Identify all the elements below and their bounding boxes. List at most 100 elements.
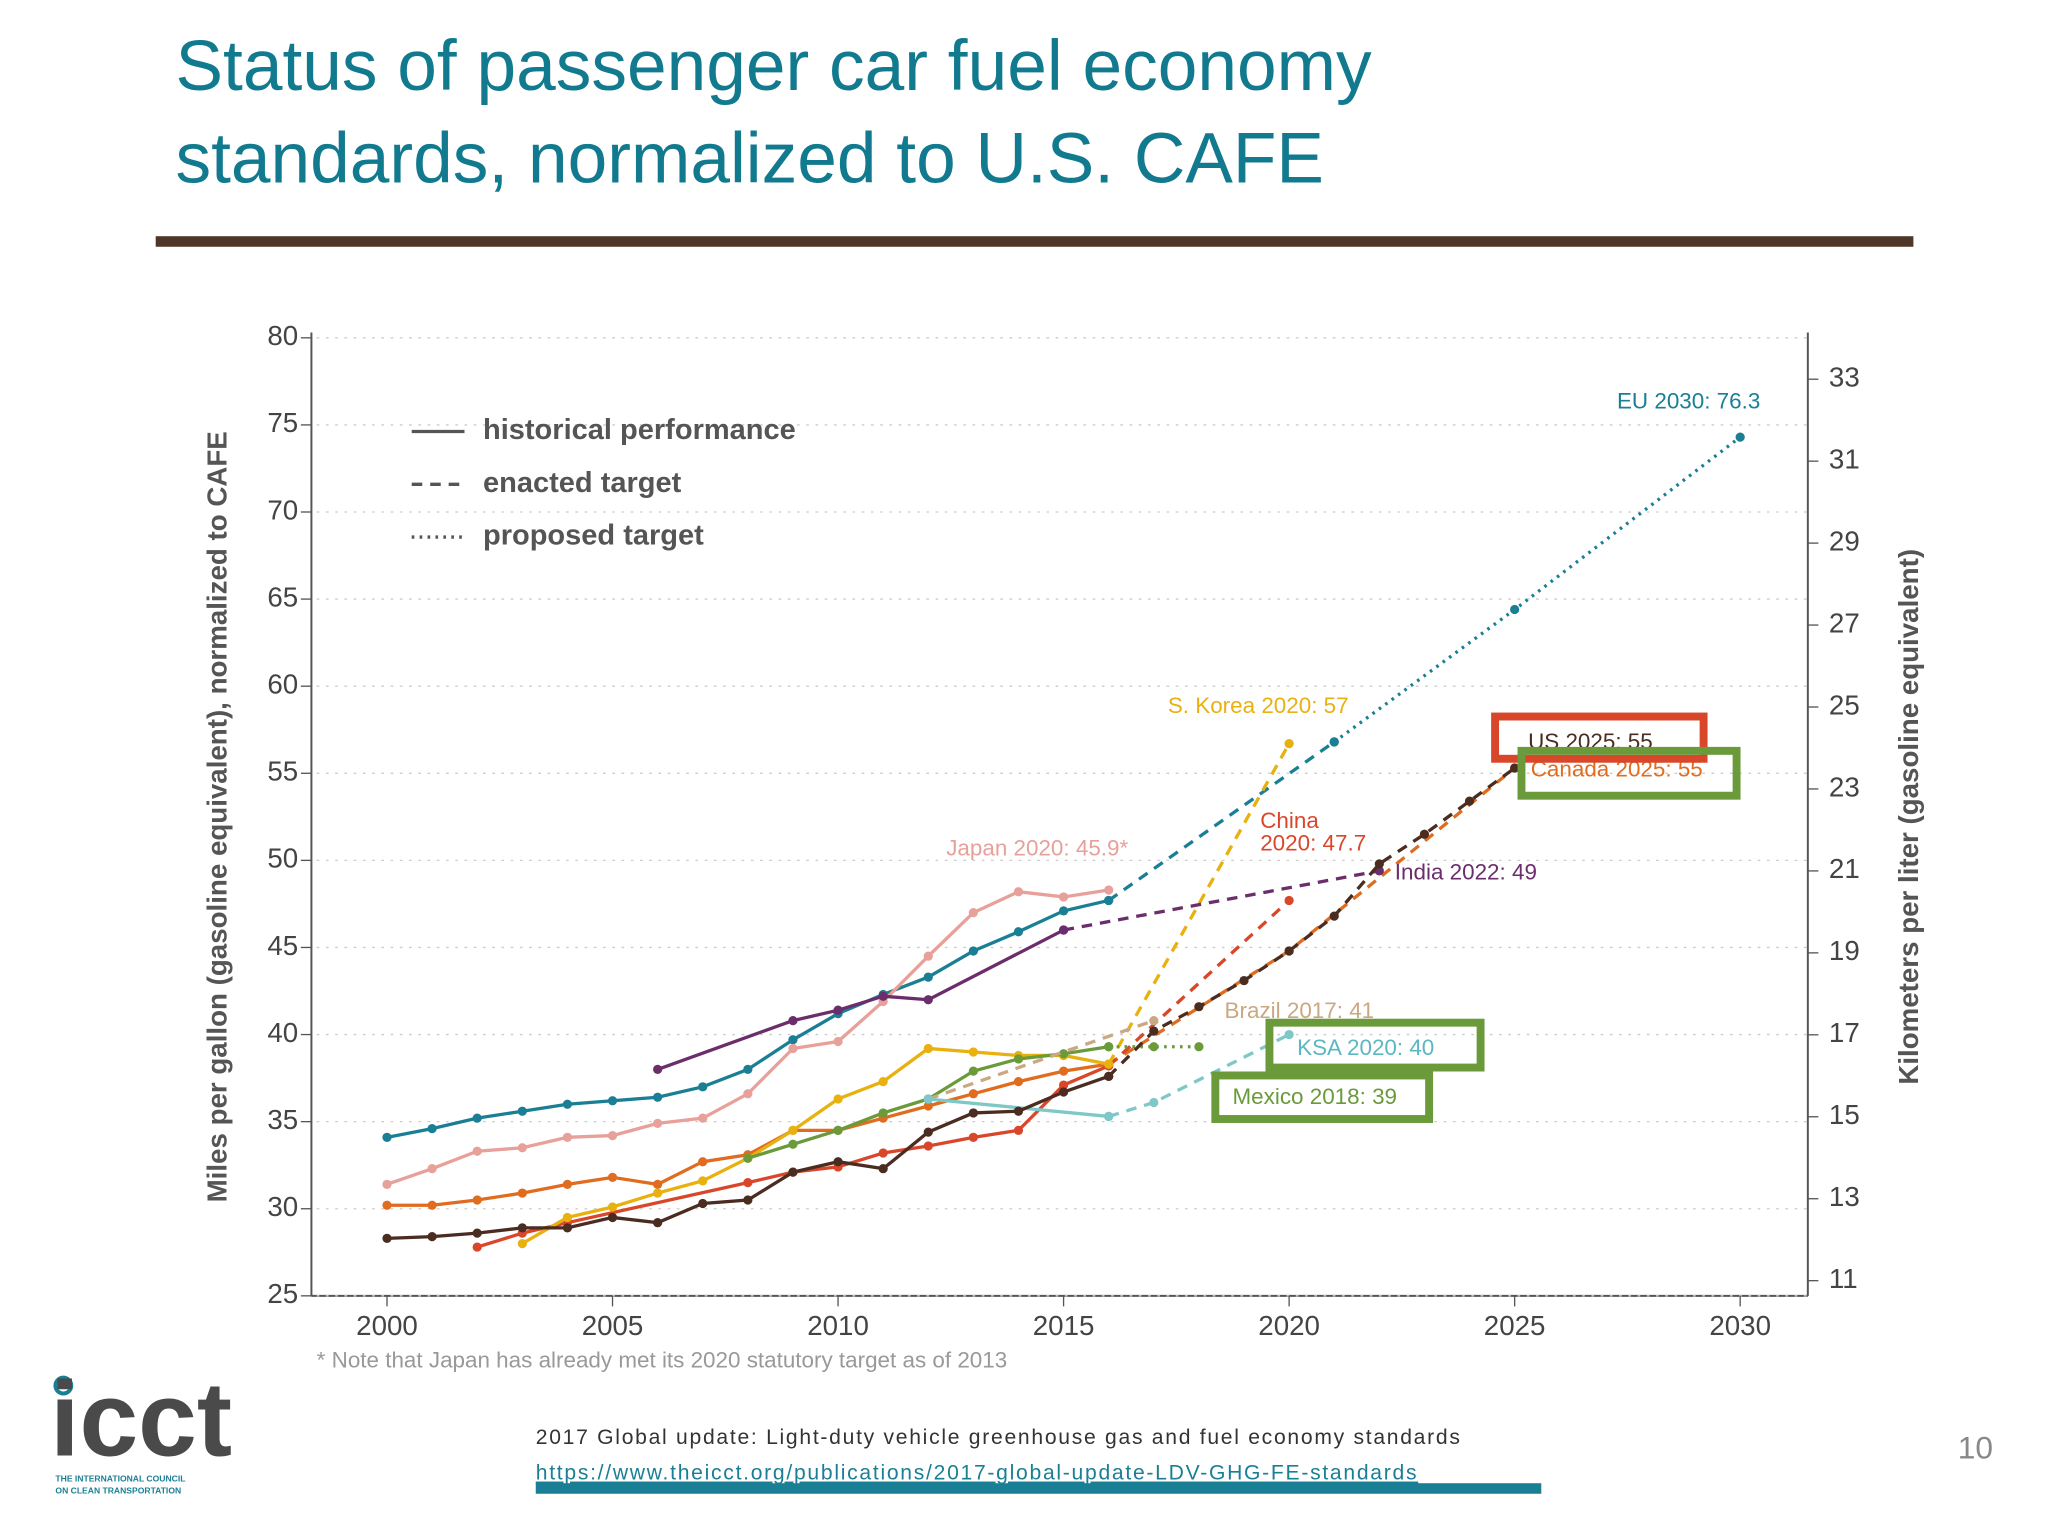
data-point xyxy=(1284,946,1294,956)
y-tick-label: 30 xyxy=(267,1191,298,1222)
data-point xyxy=(517,1223,527,1233)
data-point xyxy=(517,1238,527,1249)
series-line xyxy=(1107,742,1291,1065)
series-line xyxy=(1107,766,1516,1078)
data-point xyxy=(472,1242,482,1252)
data-point xyxy=(1013,1106,1024,1116)
data-point xyxy=(743,1064,753,1075)
annotation: India 2022: 49 xyxy=(1395,859,1537,884)
data-point xyxy=(562,1132,573,1142)
legend-label: historical performance xyxy=(483,414,796,446)
title-rule xyxy=(155,236,1914,247)
data-point xyxy=(698,1176,708,1186)
data-point xyxy=(1058,906,1069,916)
slide-title: Status of passenger car fuel economy xyxy=(176,26,1372,106)
data-point xyxy=(1104,885,1114,895)
legend-label: proposed target xyxy=(483,520,704,552)
data-point xyxy=(1104,1042,1114,1052)
data-point xyxy=(1194,1042,1204,1052)
logo-mark: icct xyxy=(50,1361,232,1479)
annotation: 2020: 47.7 xyxy=(1260,830,1366,855)
data-point xyxy=(653,1064,663,1075)
data-point xyxy=(968,1066,978,1076)
page-number: 10 xyxy=(1958,1430,1993,1466)
data-point xyxy=(653,1179,663,1189)
data-point xyxy=(878,1108,888,1118)
annotation: Japan 2020: 45.9* xyxy=(946,836,1128,861)
data-point xyxy=(427,1200,437,1210)
y-tick-label: 55 xyxy=(267,756,298,787)
y-tick-label: 50 xyxy=(267,843,298,874)
y-tick-label: 60 xyxy=(267,668,298,699)
annotation: Mexico 2018: 39 xyxy=(1232,1084,1397,1109)
data-point xyxy=(1058,1066,1069,1076)
url-bar xyxy=(535,1483,1542,1494)
x-tick-label: 2020 xyxy=(1258,1310,1320,1341)
x-tick-label: 2005 xyxy=(582,1310,644,1341)
data-point xyxy=(833,1005,843,1015)
logo-tagline: ON CLEAN TRANSPORTATION xyxy=(55,1485,181,1495)
data-point xyxy=(1058,925,1069,935)
data-point xyxy=(1013,1054,1024,1064)
data-point xyxy=(427,1164,437,1174)
series-line xyxy=(927,1019,1155,1101)
data-point xyxy=(562,1179,573,1189)
logo-tagline: THE INTERNATIONAL COUNCIL xyxy=(55,1474,185,1484)
data-point xyxy=(788,1167,798,1177)
y-tick-label: 75 xyxy=(267,407,298,438)
y2-tick-label: 13 xyxy=(1829,1181,1860,1212)
data-point xyxy=(743,1153,753,1163)
y-tick-label: 80 xyxy=(267,320,298,351)
data-point xyxy=(1194,1002,1204,1012)
data-point xyxy=(878,1076,888,1087)
data-point xyxy=(607,1130,618,1141)
data-point xyxy=(382,1200,392,1210)
source-url[interactable]: https://www.theicct.org/publications/201… xyxy=(536,1462,1418,1485)
y-tick-label: 45 xyxy=(267,930,298,961)
data-point xyxy=(472,1146,482,1156)
data-point xyxy=(923,1101,933,1111)
data-point xyxy=(923,951,933,961)
data-point xyxy=(923,1127,933,1137)
data-point xyxy=(698,1082,708,1092)
data-point xyxy=(1104,1111,1114,1122)
x-tick-label: 2015 xyxy=(1033,1310,1095,1341)
data-point xyxy=(923,1141,933,1151)
y2-tick-label: 31 xyxy=(1829,443,1860,474)
data-point xyxy=(1239,975,1249,986)
data-point xyxy=(1058,1049,1069,1059)
data-point xyxy=(653,1188,663,1198)
data-point xyxy=(1149,1097,1159,1108)
data-point xyxy=(698,1157,708,1167)
series-line xyxy=(1063,869,1380,932)
data-point xyxy=(923,1043,933,1054)
highlight-box xyxy=(1517,746,1741,800)
data-point xyxy=(653,1092,663,1102)
annotation: S. Korea 2020: 57 xyxy=(1168,693,1349,718)
data-point xyxy=(1284,1029,1294,1040)
data-point xyxy=(743,1195,753,1205)
data-point xyxy=(788,1139,798,1149)
highlight-box xyxy=(1211,1071,1434,1123)
data-point xyxy=(698,1113,708,1123)
data-point xyxy=(833,1125,843,1135)
y-tick-label: 70 xyxy=(267,494,298,525)
data-point xyxy=(607,1096,618,1106)
annotation: KSA 2020: 40 xyxy=(1297,1035,1434,1060)
data-point xyxy=(517,1106,527,1116)
data-point xyxy=(1149,1026,1159,1036)
data-point xyxy=(788,1043,798,1054)
data-point xyxy=(698,1198,708,1209)
y-tick-label: 35 xyxy=(267,1104,298,1135)
highlight-box xyxy=(1491,712,1708,763)
data-point xyxy=(788,1016,798,1026)
data-point xyxy=(562,1212,573,1223)
data-point xyxy=(562,1223,573,1233)
chart-note: * Note that Japan has already met its 20… xyxy=(317,1348,1008,1373)
y2-tick-label: 29 xyxy=(1829,525,1860,556)
data-point xyxy=(1735,432,1745,442)
data-point xyxy=(1058,1087,1069,1097)
y-axis-label: Miles per gallon (gasoline equivalent), … xyxy=(201,431,232,1202)
data-point xyxy=(833,1036,843,1047)
